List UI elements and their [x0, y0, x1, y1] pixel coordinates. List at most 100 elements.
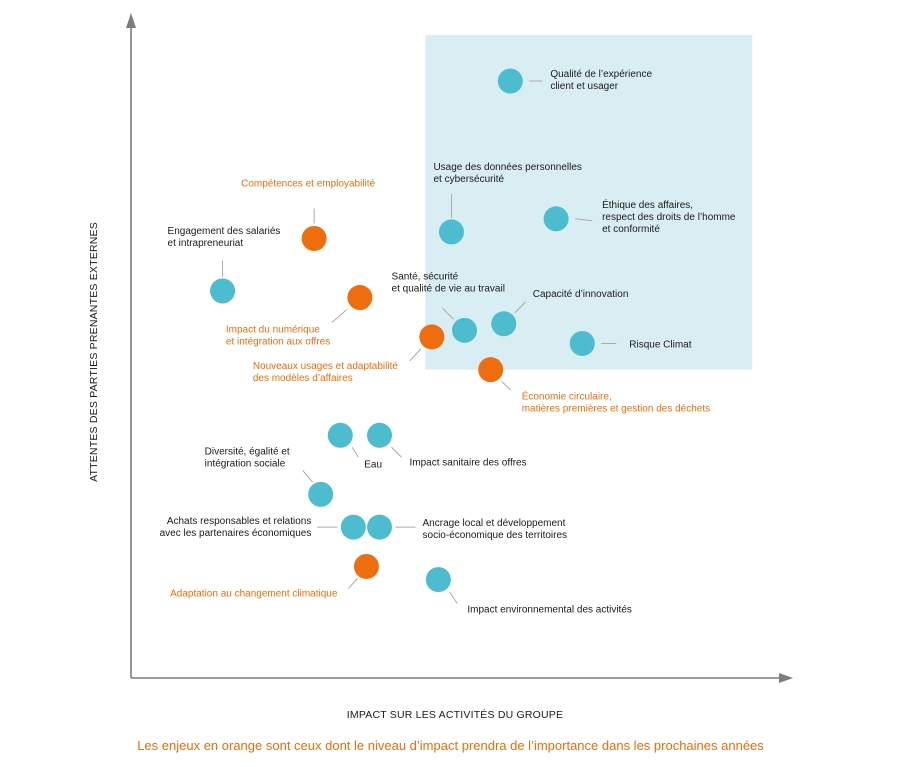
issue-13: Diversité, égalité et intégration sociale: [205, 446, 334, 507]
label-line: Qualité de l’expérience: [550, 69, 652, 80]
point-blue: [438, 219, 464, 245]
label-line: et intégration aux offres: [226, 337, 330, 348]
label-line: Engagement des salariés: [168, 226, 281, 237]
issue-0: Qualité de l’expérience client et usager: [497, 68, 652, 94]
label-line: Impact sanitaire des offres: [410, 457, 527, 468]
point-orange: [347, 285, 373, 311]
point-label: Impact environnemental des activités: [467, 605, 632, 616]
issue-3: Compétences et employabilité: [241, 178, 376, 251]
label-line: Usage des données personnelles: [433, 162, 581, 173]
label-line: intégration sociale: [205, 458, 286, 469]
leader-line: [501, 381, 512, 391]
label-line: client et usager: [550, 81, 618, 92]
issue-14: Achats responsables et relations avec les…: [160, 514, 366, 540]
point-blue: [210, 278, 236, 304]
leader-line: [302, 469, 314, 483]
label-line: Eau: [364, 459, 382, 470]
x-axis-title: IMPACT SUR LES ACTIVITÉS DU GROUPE: [347, 708, 563, 721]
point-blue: [543, 206, 569, 232]
footnote: Les enjeux en orange sont ceux dont le n…: [137, 738, 764, 753]
leader-line: [448, 591, 458, 604]
issue-12: Impact sanitaire des offres: [367, 422, 527, 468]
issue-9: Nouveaux usages et adaptabilité des modèl…: [253, 324, 445, 384]
point-blue: [569, 330, 595, 356]
priority-zone: [425, 35, 753, 370]
point-label: Ancrage local et développement socio-écon…: [423, 518, 568, 541]
issue-6: Santé, sécurité et qualité de vie au trav…: [392, 271, 505, 343]
point-label: Économie circulaire, matières premières e…: [522, 390, 710, 415]
point-blue: [367, 422, 393, 448]
leader-line: [348, 578, 358, 589]
leader-line: [351, 447, 359, 458]
issue-17: Impact environnemental des activités: [425, 567, 632, 616]
label-line: matières premières et gestion des déchet…: [522, 404, 710, 415]
point-orange: [419, 324, 445, 350]
axes: IMPACT SUR LES ACTIVITÉS DU GROUPE ATTEN…: [88, 13, 793, 721]
point-label: Diversité, égalité et intégration sociale: [205, 446, 290, 469]
issues: Qualité de l’expérience client et usager U…: [160, 68, 736, 616]
label-line: Diversité, égalité et: [205, 446, 290, 457]
label-line: respect des droits de l’homme: [602, 212, 736, 223]
point-blue: [367, 514, 393, 540]
leader-line: [409, 348, 422, 362]
point-label: Engagement des salariés et intrapreneuria…: [168, 226, 281, 249]
label-line: Capacité d’innovation: [533, 289, 629, 300]
label-line: Achats responsables et relations: [167, 516, 312, 527]
label-line: Ancrage local et développement: [423, 518, 566, 529]
point-label: Adaptation au changement climatique: [170, 588, 338, 599]
point-label: Impact du numérique et intégration aux of…: [226, 325, 330, 348]
point-blue: [491, 311, 517, 337]
leader-line: [442, 307, 454, 320]
issue-1: Usage des données personnelles et cybersé…: [433, 162, 582, 245]
label-line: des modèles d’affaires: [253, 373, 353, 384]
point-label: Usage des données personnelles et cybersé…: [433, 162, 581, 185]
point-blue: [340, 514, 366, 540]
issue-4: Engagement des salariés et intrapreneuria…: [168, 226, 281, 304]
leader-line: [575, 218, 593, 222]
leader-line: [331, 309, 348, 323]
point-label: Eau: [364, 459, 382, 470]
point-blue: [452, 317, 478, 343]
point-blue: [497, 68, 523, 94]
label-line: et intrapreneuriat: [168, 238, 244, 249]
point-label: Impact sanitaire des offres: [410, 457, 527, 468]
point-orange: [353, 553, 379, 579]
point-blue: [425, 567, 451, 593]
point-blue: [308, 481, 334, 507]
label-line: et conformité: [602, 224, 660, 235]
point-label: Capacité d’innovation: [533, 289, 629, 300]
leader-line: [514, 301, 527, 314]
point-label: Compétences et employabilité: [241, 178, 375, 189]
issue-10: Économie circulaire, matières premières e…: [478, 357, 710, 415]
point-label: Santé, sécurité et qualité de vie au trav…: [392, 271, 505, 294]
point-label: Éthique des affaires, respect des droits …: [602, 198, 736, 235]
y-axis-arrow: [126, 13, 136, 28]
issue-8: Risque Climat: [569, 330, 692, 356]
label-line: avec les partenaires économiques: [160, 528, 312, 539]
label-line: Impact environnemental des activités: [467, 605, 632, 616]
label-line: Économie circulaire,: [522, 390, 612, 403]
point-orange: [478, 357, 504, 383]
y-axis-title: ATTENTES DES PARTIES PRENANTES EXTERNES: [88, 222, 100, 482]
label-line: et qualité de vie au travail: [392, 283, 505, 294]
point-orange: [301, 225, 327, 251]
issue-2: Éthique des affaires, respect des droits …: [543, 198, 736, 235]
label-line: Risque Climat: [629, 339, 691, 350]
issue-7: Capacité d’innovation: [491, 289, 628, 337]
leader-line: [391, 446, 402, 458]
label-line: et cybersécurité: [433, 174, 504, 185]
point-label: Risque Climat: [629, 339, 691, 350]
label-line: Nouveaux usages et adaptabilité: [253, 361, 399, 372]
point-label: Qualité de l’expérience client et usager: [550, 69, 652, 92]
label-line: Impact du numérique: [226, 325, 320, 336]
point-blue: [327, 422, 353, 448]
label-line: socio-économique des territoires: [423, 530, 568, 541]
x-axis-arrow: [779, 673, 793, 683]
label-line: Adaptation au changement climatique: [170, 588, 338, 599]
issue-5: Impact du numérique et intégration aux of…: [226, 285, 373, 348]
label-line: Éthique des affaires,: [602, 198, 693, 211]
issue-11: Eau: [327, 422, 382, 470]
point-label: Achats responsables et relations avec les…: [160, 516, 312, 539]
label-line: Compétences et employabilité: [241, 178, 375, 189]
